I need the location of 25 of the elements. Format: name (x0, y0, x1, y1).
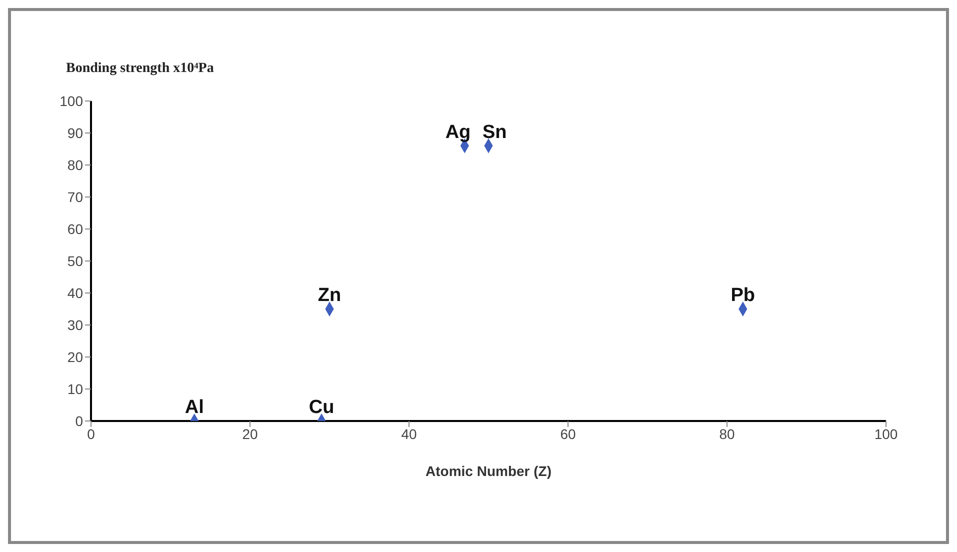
annotation: Ag (445, 122, 471, 143)
y-tick-label: 70 (67, 188, 84, 205)
y-tick-label: 60 (67, 220, 84, 237)
y-tick-label: 30 (67, 316, 84, 333)
y-axis-title: Bonding strength x10⁴Pa (66, 61, 214, 77)
annotation: Pb (730, 285, 756, 306)
x-tick-label: 60 (560, 426, 576, 442)
annotation: Sn (482, 122, 507, 143)
y-tick-label: 50 (67, 252, 84, 269)
x-tick-label: 0 (87, 426, 96, 442)
annotation: Cu (308, 397, 334, 418)
y-tick-label: 90 (67, 124, 84, 141)
y-tick-label: 100 (60, 92, 84, 109)
y-tick-label: 80 (67, 156, 84, 173)
x-tick-label: 20 (242, 426, 258, 442)
y-tick-label: 40 (67, 284, 84, 301)
annotation: Al (184, 397, 204, 418)
y-tick-label: 0 (75, 412, 84, 429)
annotation: Zn (318, 285, 342, 306)
x-tick-label: 100 (874, 426, 898, 442)
y-tick-label: 10 (67, 380, 84, 397)
x-axis-title: Atomic Number (Z) (426, 463, 552, 479)
x-tick-label: 80 (719, 426, 735, 442)
y-tick-label: 20 (67, 348, 84, 365)
x-tick-label: 40 (401, 426, 417, 442)
